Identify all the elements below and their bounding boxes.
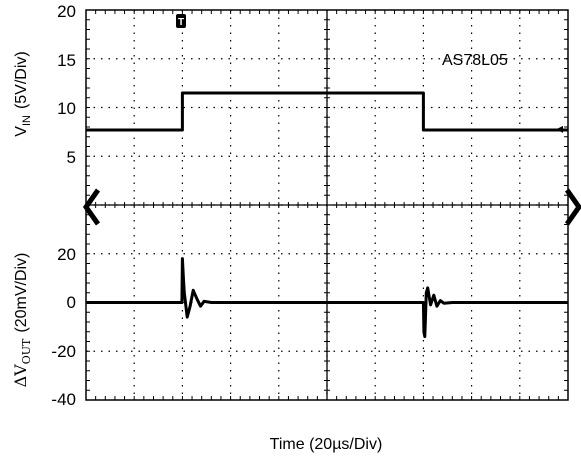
top-ytick: 20 <box>57 2 76 21</box>
trigger-marker: T <box>176 14 186 28</box>
break-chevron-left <box>82 188 101 226</box>
top-ytick: 5 <box>67 148 76 167</box>
svg-text:T: T <box>178 17 184 28</box>
vin-trace <box>86 91 568 132</box>
vout-trace <box>86 257 568 339</box>
top-ytick: 15 <box>57 51 76 70</box>
bottom-ylabel: ΔVOUT(20mV/Div) <box>11 253 33 388</box>
bottom-ytick: -40 <box>51 390 76 409</box>
bottom-ytick: 20 <box>57 245 76 264</box>
top-ylabel: VIN(5V/Div) <box>13 51 33 136</box>
bottom-ytick: 0 <box>67 293 76 312</box>
grid <box>85 9 569 401</box>
break-chevron-right <box>564 188 581 226</box>
x-axis-title: Time (20µs/Div) <box>270 436 383 453</box>
bottom-ytick: -20 <box>51 342 76 361</box>
device-annotation: AS78L05 <box>442 52 508 69</box>
top-ytick: 10 <box>57 99 76 118</box>
traces <box>86 91 568 339</box>
